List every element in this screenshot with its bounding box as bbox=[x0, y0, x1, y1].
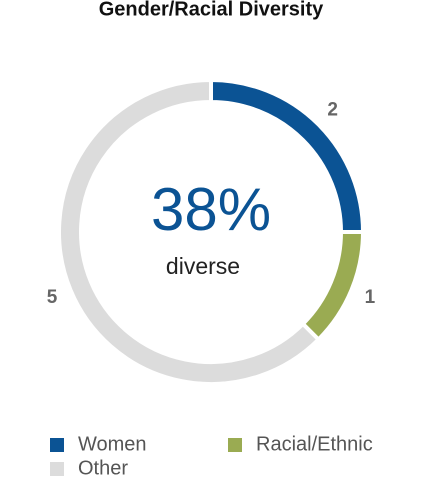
donut-segment bbox=[300, 230, 366, 343]
donut-segment bbox=[57, 77, 322, 386]
center-label: 38% bbox=[151, 176, 271, 243]
legend-swatch bbox=[50, 462, 64, 476]
data-label: 1 bbox=[365, 287, 376, 308]
legend-swatch bbox=[50, 438, 64, 452]
center-sublabel: diverse bbox=[166, 253, 240, 279]
data-label: 2 bbox=[327, 99, 338, 120]
legend-label: Women bbox=[78, 433, 147, 455]
legend-swatch bbox=[228, 438, 242, 452]
chart-title: Gender/Racial Diversity bbox=[99, 0, 324, 20]
legend-label: Racial/Ethnic bbox=[256, 433, 373, 455]
legend-label: Other bbox=[78, 457, 128, 479]
data-label: 5 bbox=[47, 287, 58, 308]
